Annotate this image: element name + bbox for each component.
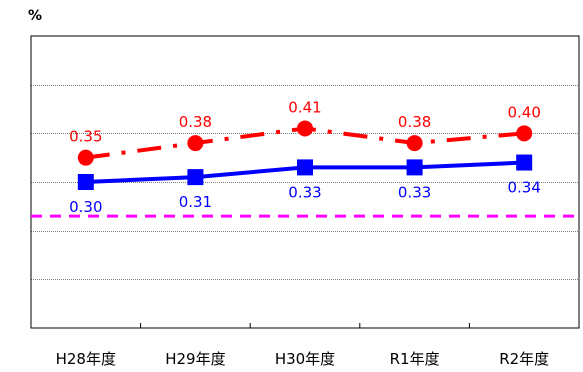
x-tick-label: H29年度 [165, 350, 225, 368]
x-tick-label: R1年度 [390, 350, 440, 368]
data-point-marker [77, 149, 94, 166]
data-point-marker [187, 169, 204, 186]
x-tick-label: H30年度 [275, 350, 335, 368]
data-label: 0.30 [69, 198, 102, 216]
series-group: 0.35 0.38 0.41 0.38 0.40 0.30 0.31 0.33 0.33 0.34 [69, 98, 541, 216]
data-point-marker [77, 174, 94, 190]
data-label: 0.41 [288, 98, 321, 116]
data-point-marker [297, 120, 313, 137]
data-point-marker [297, 159, 313, 176]
x-tick-label: R2年度 [499, 350, 549, 368]
data-label: 0.40 [507, 103, 540, 121]
data-point-marker [516, 154, 533, 171]
data-label: 0.38 [398, 113, 431, 131]
x-axis-ticks [140, 323, 470, 328]
data-point-marker [516, 125, 533, 142]
data-point-marker [187, 135, 204, 152]
x-axis-labels: H28年度 H29年度 H30年度 R1年度 R2年度 [56, 350, 550, 368]
data-label: 0.35 [69, 128, 102, 146]
data-point-marker [406, 135, 423, 152]
data-label: 0.33 [288, 183, 321, 201]
y-unit-label: % [28, 8, 42, 24]
data-label: 0.33 [398, 183, 431, 201]
data-point-marker [406, 159, 423, 176]
data-label: 0.34 [507, 179, 540, 197]
x-tick-label: H28年度 [56, 350, 116, 368]
data-label: 0.31 [179, 193, 212, 211]
data-label: 0.38 [179, 113, 212, 131]
